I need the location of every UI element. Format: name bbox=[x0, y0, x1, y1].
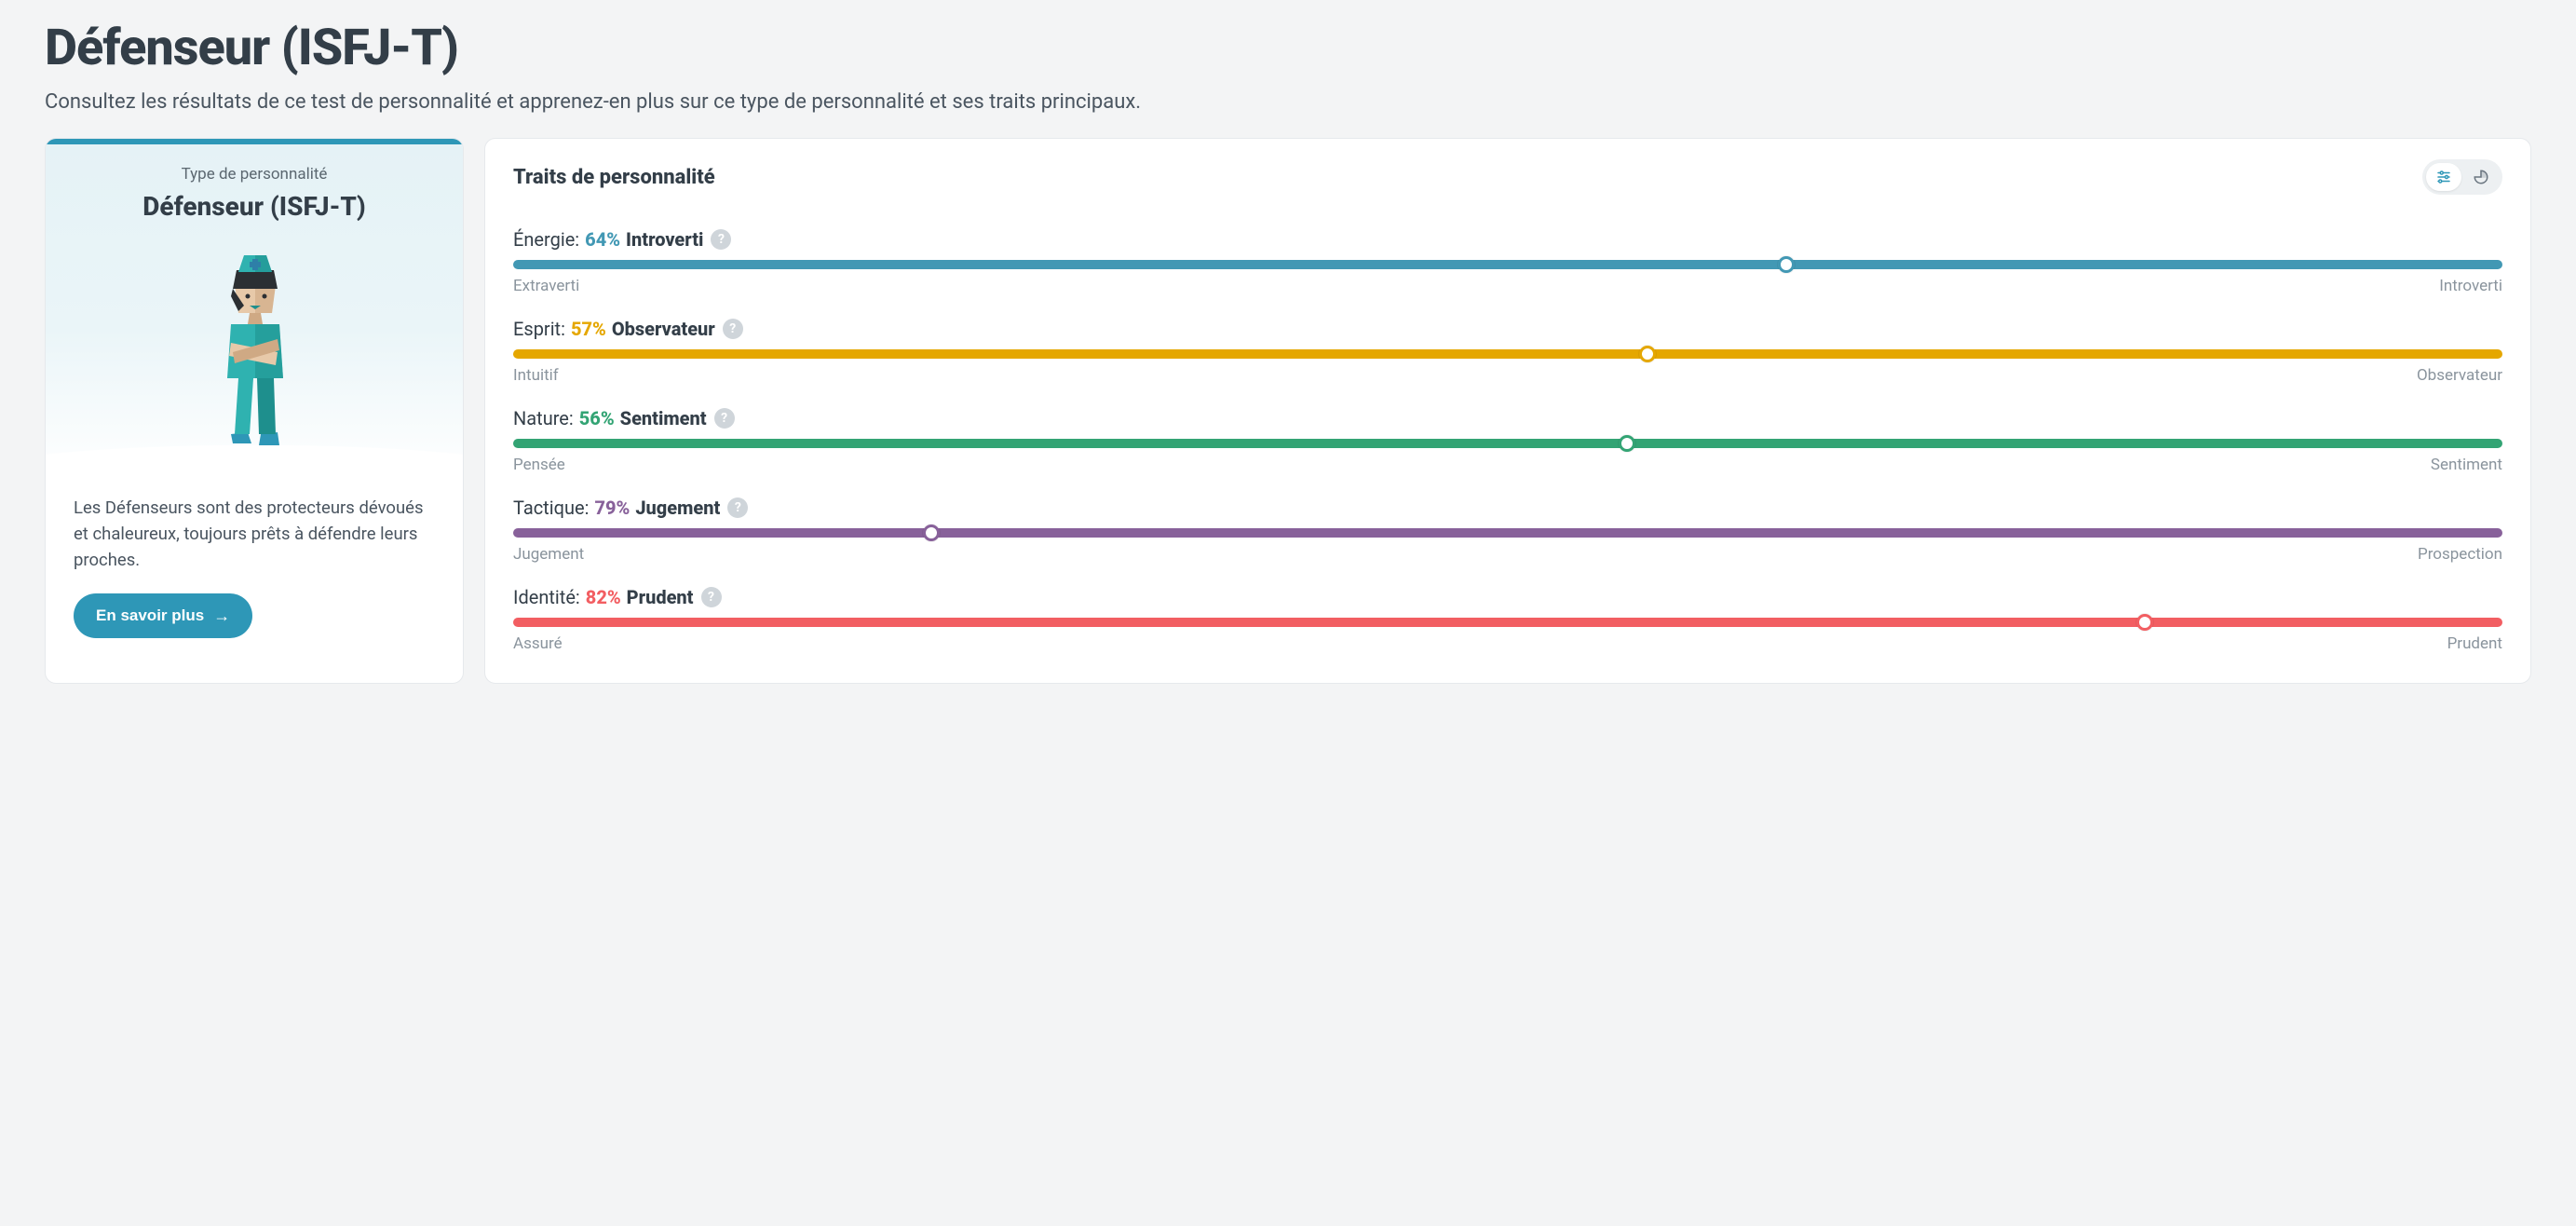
page-subtitle: Consultez les résultats de ce test de pe… bbox=[45, 90, 2531, 114]
defender-avatar-icon bbox=[194, 238, 315, 453]
learn-more-label: En savoir plus bbox=[96, 606, 204, 625]
trait-left-label: Extraverti bbox=[513, 277, 579, 295]
trait-percent: 57% bbox=[571, 318, 606, 340]
trait-dimension: Nature: bbox=[513, 407, 574, 429]
view-pie-button[interactable] bbox=[2463, 163, 2499, 191]
trait-right-label: Prospection bbox=[2418, 545, 2502, 564]
trait-row: Énergie: 64% Introverti? Extraverti Introver… bbox=[513, 228, 2502, 295]
type-card-name: Défenseur (ISFJ-T) bbox=[68, 191, 441, 222]
trait-end-labels: Intuitif Observateur bbox=[513, 366, 2502, 385]
type-card-hero: Type de personnalité Défenseur (ISFJ-T) bbox=[46, 144, 463, 479]
trait-left-label: Pensée bbox=[513, 456, 565, 474]
trait-percent: 79% bbox=[594, 497, 630, 519]
trait-label-line: Esprit: 57% Observateur? bbox=[513, 318, 2502, 340]
content-row: Type de personnalité Défenseur (ISFJ-T) bbox=[45, 138, 2531, 684]
traits-panel: Traits de personnalité Énergie: bbox=[484, 138, 2531, 684]
trait-end-labels: Assuré Prudent bbox=[513, 634, 2502, 653]
help-icon[interactable]: ? bbox=[723, 319, 743, 339]
trait-value-label: Prudent bbox=[627, 586, 694, 608]
trait-bar bbox=[513, 260, 2502, 269]
view-toggle bbox=[2422, 159, 2502, 195]
traits-title: Traits de personnalité bbox=[513, 166, 715, 189]
trait-right-label: Sentiment bbox=[2431, 456, 2502, 474]
trait-bar bbox=[513, 618, 2502, 627]
help-icon[interactable]: ? bbox=[727, 497, 748, 518]
type-card-description: Les Défenseurs sont des protecteurs dévo… bbox=[74, 496, 435, 573]
trait-right-label: Prudent bbox=[2447, 634, 2502, 653]
avatar bbox=[68, 233, 441, 470]
type-card-body: Les Défenseurs sont des protecteurs dévo… bbox=[46, 479, 463, 666]
trait-bar-marker bbox=[1778, 256, 1795, 273]
help-icon[interactable]: ? bbox=[711, 229, 731, 250]
trait-end-labels: Extraverti Introverti bbox=[513, 277, 2502, 295]
trait-left-label: Jugement bbox=[513, 545, 584, 564]
trait-dimension: Esprit: bbox=[513, 318, 565, 340]
traits-header: Traits de personnalité bbox=[513, 159, 2502, 195]
trait-bar-marker bbox=[923, 524, 940, 541]
type-card-eyebrow: Type de personnalité bbox=[68, 165, 441, 184]
trait-end-labels: Pensée Sentiment bbox=[513, 456, 2502, 474]
arrow-right-icon: → bbox=[213, 607, 230, 624]
trait-percent: 82% bbox=[586, 586, 621, 608]
trait-right-label: Observateur bbox=[2417, 366, 2502, 385]
trait-right-label: Introverti bbox=[2439, 277, 2502, 295]
trait-bar bbox=[513, 439, 2502, 448]
help-icon[interactable]: ? bbox=[714, 408, 735, 429]
trait-bar-marker bbox=[1619, 435, 1635, 452]
trait-label-line: Nature:56%Sentiment? bbox=[513, 407, 2502, 429]
trait-bar-marker bbox=[2136, 614, 2153, 631]
trait-dimension: Identité: bbox=[513, 586, 580, 608]
trait-bar bbox=[513, 349, 2502, 359]
traits-list: Énergie: 64% Introverti? Extraverti Introver… bbox=[513, 228, 2502, 657]
trait-dimension: Énergie: bbox=[513, 228, 579, 251]
trait-value-label: Introverti bbox=[626, 228, 703, 251]
help-icon[interactable]: ? bbox=[701, 587, 722, 607]
trait-row: Nature:56%Sentiment?PenséeSentiment bbox=[513, 407, 2502, 474]
trait-end-labels: Jugement Prospection bbox=[513, 545, 2502, 564]
trait-row: Tactique:79%Jugement?JugementProspection bbox=[513, 497, 2502, 564]
trait-label-line: Identité: 82% Prudent? bbox=[513, 586, 2502, 608]
view-sliders-button[interactable] bbox=[2426, 163, 2461, 191]
trait-value-label: Sentiment bbox=[620, 407, 707, 429]
trait-left-label: Assuré bbox=[513, 634, 563, 653]
page-title: Défenseur (ISFJ-T) bbox=[45, 19, 2531, 77]
sliders-icon bbox=[2435, 169, 2452, 185]
trait-bar bbox=[513, 528, 2502, 538]
trait-percent: 64% bbox=[585, 228, 620, 251]
trait-label-line: Tactique:79%Jugement? bbox=[513, 497, 2502, 519]
trait-left-label: Intuitif bbox=[513, 366, 559, 385]
trait-value-label: Jugement bbox=[635, 497, 720, 519]
trait-bar-marker bbox=[1639, 346, 1656, 362]
type-card: Type de personnalité Défenseur (ISFJ-T) bbox=[45, 138, 464, 684]
trait-row: Identité: 82% Prudent? Assuré Prudent bbox=[513, 586, 2502, 653]
trait-dimension: Tactique: bbox=[513, 497, 589, 519]
trait-row: Esprit: 57% Observateur? Intuitif Observateu… bbox=[513, 318, 2502, 385]
learn-more-button[interactable]: En savoir plus → bbox=[74, 593, 252, 638]
trait-percent: 56% bbox=[579, 407, 615, 429]
trait-value-label: Observateur bbox=[612, 318, 715, 340]
pie-chart-icon bbox=[2473, 169, 2489, 185]
trait-label-line: Énergie: 64% Introverti? bbox=[513, 228, 2502, 251]
